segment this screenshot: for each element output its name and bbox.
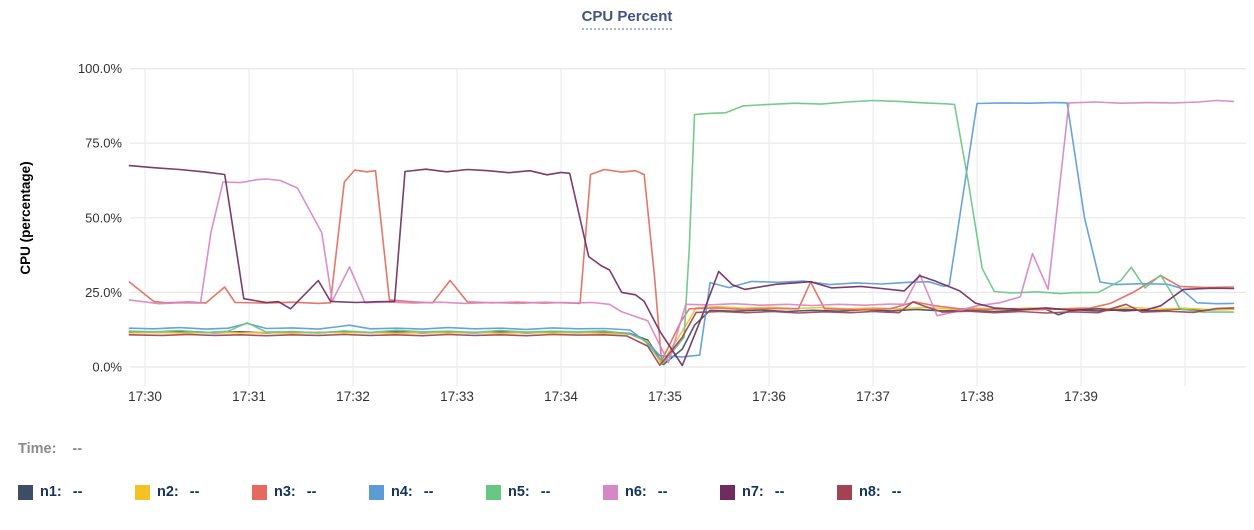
x-tick-label-17:34: 17:34	[544, 389, 578, 404]
x-tick-label-17:36: 17:36	[752, 389, 786, 404]
legend-value-n4: --	[423, 484, 434, 500]
legend-swatch-n4	[369, 484, 384, 500]
legend-swatch-n3	[252, 484, 267, 500]
legend-value-n5: --	[540, 484, 551, 500]
legend-label-n5: n5:	[508, 484, 530, 500]
x-tick-label-17:35: 17:35	[648, 389, 682, 404]
legend-value-n8: --	[891, 484, 902, 500]
legend-value-n3: --	[306, 484, 317, 500]
time-readout-value: --	[72, 441, 83, 457]
y-tick-label-75: 75.0%	[85, 136, 122, 151]
legend-item-n1[interactable]: n1: --	[18, 484, 135, 500]
y-axis-title: CPU (percentage)	[18, 161, 33, 274]
legend-label-n1: n1:	[40, 484, 62, 500]
legend-item-n7[interactable]: n7: --	[720, 484, 837, 500]
legend-value-n7: --	[774, 484, 785, 500]
series-line-n4[interactable]	[128, 101, 1235, 358]
x-tick-label-17:30: 17:30	[128, 389, 162, 404]
series-line-n5[interactable]	[128, 99, 1235, 365]
x-tick-label-17:39: 17:39	[1064, 389, 1098, 404]
y-tick-label-0: 0.0%	[92, 360, 122, 375]
legend-swatch-n2	[135, 484, 150, 500]
y-tick-label-100: 100.0%	[78, 61, 123, 76]
legend-label-n8: n8:	[859, 484, 881, 500]
legend-label-n7: n7:	[742, 484, 764, 500]
y-tick-label-50: 50.0%	[85, 210, 122, 225]
legend-row: n1: -- n2: -- n3: -- n4: -- n5: -- n6: -- n7: -- n8: --	[18, 484, 954, 500]
legend-item-n6[interactable]: n6: --	[603, 484, 720, 500]
legend-swatch-n5	[486, 484, 501, 500]
legend-item-n3[interactable]: n3: --	[252, 484, 369, 500]
legend-value-n1: --	[72, 484, 83, 500]
line-chart-canvas[interactable]: 100.0% 75.0% 50.0% 25.0% 0.0% 17:30 17:31 17:32…	[0, 36, 1254, 436]
legend-item-n8[interactable]: n8: --	[837, 484, 954, 500]
legend-value-n2: --	[189, 484, 200, 500]
legend-value-n6: --	[657, 484, 668, 500]
legend-item-n5[interactable]: n5: --	[486, 484, 603, 500]
legend-label-n2: n2:	[157, 484, 179, 500]
series-line-n6[interactable]	[128, 99, 1235, 364]
time-readout-label: Time:	[18, 441, 57, 457]
series-line-n8[interactable]	[128, 301, 1235, 367]
series-line-n7[interactable]	[128, 164, 1235, 367]
legend-item-n4[interactable]: n4: --	[369, 484, 486, 500]
x-tick-label-17:33: 17:33	[440, 389, 474, 404]
x-tick-label-17:38: 17:38	[960, 389, 994, 404]
chart-title[interactable]: CPU Percent	[581, 8, 673, 30]
chart-header: CPU Percent	[0, 8, 1254, 30]
legend-swatch-n6	[603, 484, 618, 500]
legend-label-n3: n3:	[274, 484, 296, 500]
legend-swatch-n7	[720, 484, 735, 500]
x-tick-label-17:31: 17:31	[232, 389, 266, 404]
legend-label-n4: n4:	[391, 484, 413, 500]
legend-swatch-n8	[837, 484, 852, 500]
x-tick-label-17:37: 17:37	[856, 389, 890, 404]
y-tick-label-25: 25.0%	[85, 285, 122, 300]
legend-swatch-n1	[18, 484, 33, 500]
time-readout-row: Time: --	[18, 441, 82, 457]
x-tick-label-17:32: 17:32	[336, 389, 370, 404]
legend-label-n6: n6:	[625, 484, 647, 500]
legend-item-n2[interactable]: n2: --	[135, 484, 252, 500]
